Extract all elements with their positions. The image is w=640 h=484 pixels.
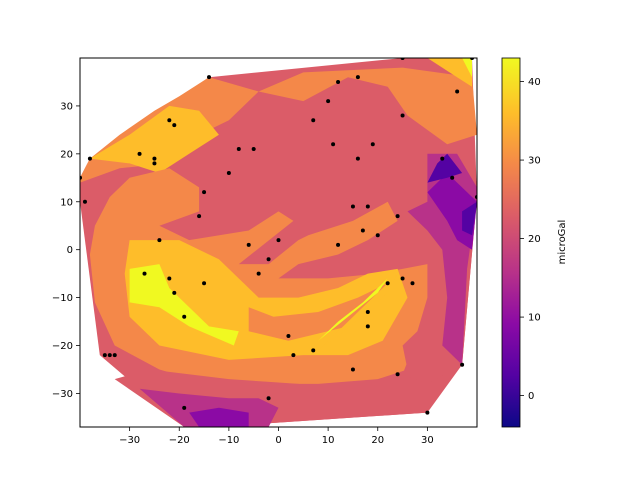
data-point [375, 233, 380, 238]
data-point [197, 214, 202, 219]
data-point [440, 156, 445, 161]
data-point [425, 410, 430, 415]
data-point [102, 353, 107, 358]
data-point [455, 89, 460, 94]
data-point [365, 204, 370, 209]
data-point [276, 238, 281, 243]
data-point [172, 290, 177, 295]
data-point [82, 199, 87, 204]
y-tick-label: −30 [52, 389, 73, 400]
measurement-points [80, 58, 477, 415]
colorbar-tick-label: 30 [528, 156, 541, 167]
contour-region-6 [124, 240, 408, 360]
x-tick-label: −10 [218, 435, 239, 446]
data-point [350, 367, 355, 372]
data-point [350, 204, 355, 209]
data-point [311, 118, 316, 123]
data-point [360, 228, 365, 233]
data-point [355, 75, 360, 80]
data-point [291, 353, 296, 358]
contour-region-1 [89, 105, 219, 173]
contour-region-17 [427, 153, 463, 183]
colorbar-tick-label: 40 [528, 77, 541, 88]
data-point [142, 271, 147, 276]
data-point [365, 324, 370, 329]
y-tick-label: −20 [52, 341, 73, 352]
y-tick-label: 10 [60, 197, 73, 208]
y-axis-ticks: −30 −20 −10 0 10 20 30 [52, 101, 80, 400]
colorbar-ticks: 0 10 20 30 40 [520, 77, 541, 402]
data-point [246, 242, 251, 247]
data-point [167, 118, 172, 123]
colorbar-tick-label: 0 [528, 391, 534, 402]
contour-region-18 [462, 201, 477, 236]
data-point [400, 276, 405, 281]
data-point [182, 314, 187, 319]
colorbar-label: microGal [557, 220, 568, 265]
data-point [266, 396, 271, 401]
data-point [385, 281, 390, 286]
plot-area [80, 58, 477, 427]
data-point [286, 333, 291, 338]
data-point [410, 281, 415, 286]
data-point [336, 242, 341, 247]
y-tick-label: 20 [60, 149, 73, 160]
colorbar-tick-label: 20 [528, 234, 541, 245]
x-axis-ticks: −30 −20 −10 0 10 20 30 [119, 427, 434, 446]
data-point [311, 348, 316, 353]
contour-region-13 [189, 407, 249, 427]
contour-region-7 [248, 283, 388, 341]
contour-region-2 [258, 67, 477, 145]
data-point [400, 113, 405, 118]
data-point [336, 79, 341, 84]
colorbar [502, 58, 520, 427]
contour-regions [80, 58, 477, 427]
data-point [87, 156, 92, 161]
data-point [370, 142, 375, 147]
data-point [107, 353, 112, 358]
data-point [152, 161, 157, 166]
x-tick-label: 20 [371, 435, 384, 446]
x-tick-label: 0 [275, 435, 281, 446]
data-point [236, 147, 241, 152]
contour-region-10 [318, 278, 388, 341]
data-point [395, 214, 400, 219]
data-point [450, 175, 455, 180]
data-point [266, 257, 271, 262]
data-point [251, 147, 256, 152]
x-tick-label: −20 [169, 435, 190, 446]
contour-region-8 [129, 264, 239, 346]
data-point [137, 151, 142, 156]
data-point [207, 75, 212, 80]
data-point [157, 238, 162, 243]
data-point [152, 156, 157, 161]
contour-region-3 [427, 58, 472, 87]
y-tick-label: 30 [60, 101, 73, 112]
x-tick-label: 10 [322, 435, 335, 446]
y-tick-label: −10 [52, 293, 73, 304]
data-point [226, 171, 231, 176]
data-point [202, 281, 207, 286]
data-point [182, 405, 187, 410]
x-tick-label: 30 [421, 435, 434, 446]
data-point [365, 309, 370, 314]
colorbar-frame [501, 57, 521, 428]
data-point [331, 142, 336, 147]
data-point [460, 362, 465, 367]
contour-region-4 [462, 58, 472, 78]
colorbar-tick-label: 10 [528, 313, 541, 324]
data-point [395, 372, 400, 377]
data-point [326, 99, 331, 104]
data-point [172, 123, 177, 128]
data-point [355, 156, 360, 161]
data-point [256, 271, 261, 276]
data-point [112, 353, 117, 358]
y-tick-label: 0 [67, 245, 73, 256]
data-point [202, 190, 207, 195]
data-point [167, 276, 172, 281]
x-tick-label: −30 [119, 435, 140, 446]
